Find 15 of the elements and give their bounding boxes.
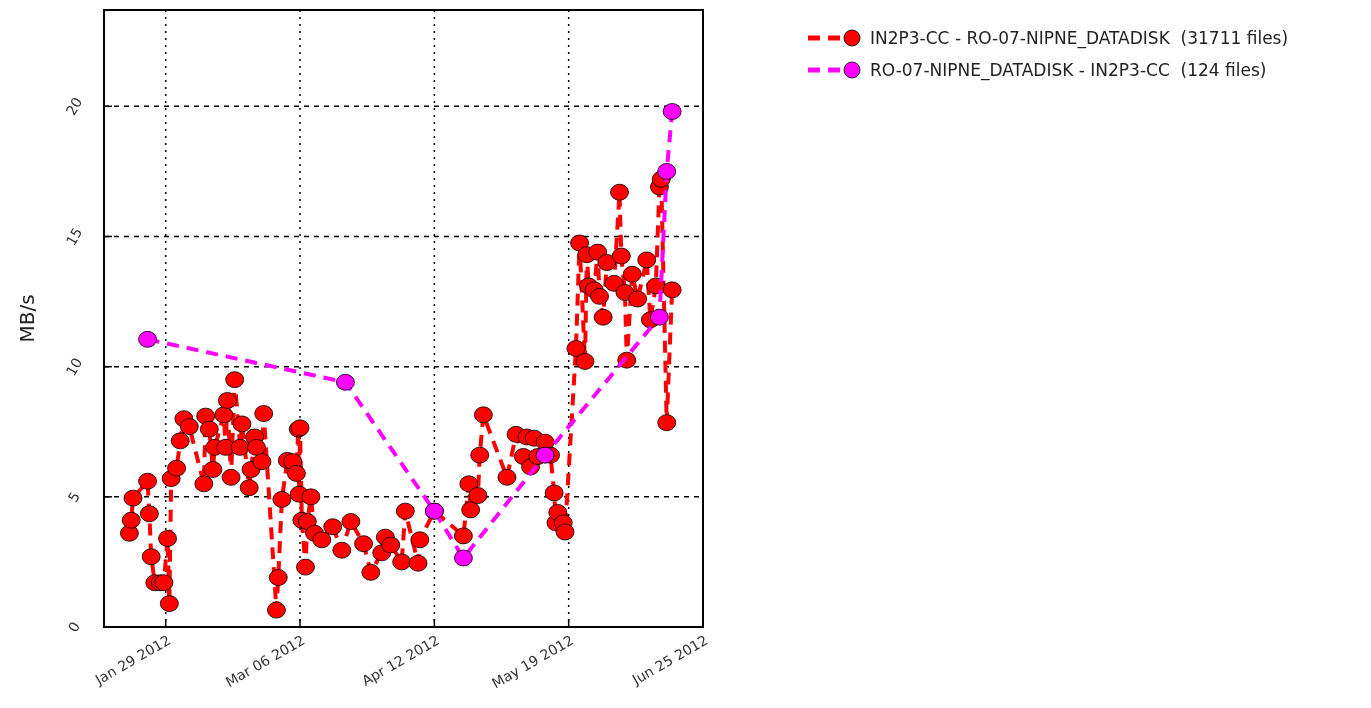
y-tick-label: 10 [62, 354, 86, 379]
legend-label: IN2P3-CC - RO-07-NIPNE_DATADISK (31711 files) [870, 28, 1289, 49]
point [138, 330, 157, 348]
point [657, 163, 677, 180]
y-tick-label: 20 [62, 94, 86, 119]
point [650, 308, 669, 326]
point [454, 549, 473, 567]
point [535, 446, 555, 464]
point [336, 373, 355, 391]
legend-label: RO-07-NIPNE_DATADISK - IN2P3-CC (124 files) [870, 60, 1267, 81]
y-tick-label: 5 [64, 488, 84, 505]
y-tick-label: 15 [62, 224, 86, 249]
y-tick-label: 0 [64, 619, 84, 635]
point [662, 103, 682, 120]
y-axis-title: MB/s [15, 294, 39, 343]
